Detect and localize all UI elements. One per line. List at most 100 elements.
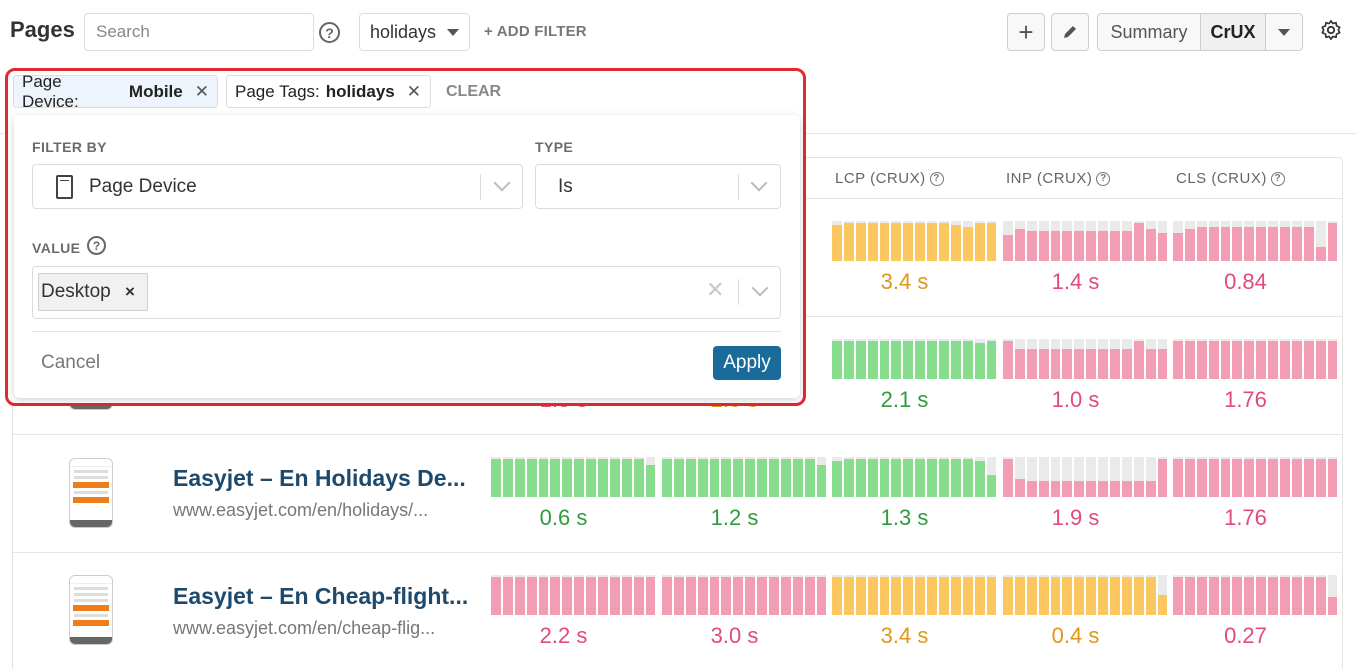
histogram-bar-fill (1244, 459, 1255, 497)
histogram-bar (621, 457, 632, 497)
histogram-bar (1074, 339, 1085, 379)
add-filter-button[interactable]: + ADD FILTER (484, 23, 587, 40)
metric-histogram (1173, 221, 1338, 261)
view-dropdown-button[interactable] (1265, 13, 1303, 51)
histogram-bar (1074, 575, 1085, 615)
histogram-bar-fill (986, 577, 997, 615)
column-header-cls[interactable]: CLS (CRUX)? (1176, 170, 1285, 187)
help-icon[interactable]: ? (1096, 171, 1111, 186)
histogram-bar-fill (939, 341, 949, 379)
histogram-bar-fill (1074, 481, 1085, 497)
histogram-bar (855, 339, 866, 379)
help-icon[interactable]: ? (87, 236, 106, 255)
histogram-bar (621, 575, 632, 615)
metric-value: 0.4 s (1051, 623, 1100, 648)
filter-by-select[interactable]: Page Device (32, 164, 523, 209)
histogram-bar-fill (1208, 341, 1219, 379)
chevron-down-icon (750, 174, 768, 192)
clear-filters-button[interactable]: CLEAR (446, 83, 502, 100)
histogram-bar-fill (526, 459, 537, 497)
clear-value-icon[interactable]: ✕ (706, 277, 725, 302)
histogram-bar (1196, 339, 1207, 379)
histogram-bar-fill (1196, 459, 1207, 497)
cancel-button[interactable]: Cancel (41, 352, 101, 373)
metric-histogram (1003, 221, 1168, 261)
histogram-bar (891, 339, 902, 379)
histogram-bar-fill (757, 577, 768, 615)
type-select[interactable]: Is (535, 164, 781, 209)
gear-icon[interactable] (1320, 19, 1342, 41)
histogram-bar-fill (986, 341, 997, 379)
histogram-bar-fill (927, 459, 938, 497)
histogram-bar (491, 575, 501, 615)
histogram-bar (843, 575, 854, 615)
histogram-bar-fill (1256, 459, 1267, 497)
histogram-bar (927, 221, 938, 261)
histogram-bar-fill (915, 223, 926, 261)
histogram-bar-fill (1173, 459, 1183, 497)
filter-chip-device[interactable]: Page Device: Mobile ✕ (13, 72, 218, 111)
help-icon[interactable]: ? (929, 171, 944, 186)
histogram-bar-fill (1074, 231, 1085, 261)
histogram-bar (1098, 575, 1109, 615)
histogram-bar-fill (832, 225, 842, 261)
close-icon[interactable]: ✕ (194, 81, 209, 101)
histogram-bar (1208, 221, 1219, 261)
histogram-bar (538, 457, 549, 497)
value-select[interactable] (32, 266, 781, 319)
histogram-bar-fill (526, 577, 537, 615)
histogram-bar (1050, 457, 1061, 497)
histogram-bar-fill (1184, 229, 1195, 261)
histogram-bar-fill (879, 459, 890, 497)
apply-button[interactable]: Apply (713, 346, 781, 380)
histogram-bar-fill (939, 459, 949, 497)
histogram-bar (986, 575, 997, 615)
crux-view-button[interactable]: CrUX (1200, 13, 1266, 51)
histogram-bar (1315, 457, 1326, 497)
histogram-bar-fill (609, 577, 620, 615)
histogram-bar (1184, 575, 1195, 615)
summary-view-button[interactable]: Summary (1097, 13, 1201, 51)
histogram-bar (1232, 457, 1243, 497)
metric-value: 2.2 s (539, 623, 588, 648)
filter-by-label: FILTER BY (32, 139, 107, 155)
metric-histogram (832, 221, 997, 261)
close-icon[interactable]: ✕ (406, 81, 421, 101)
histogram-bar-fill (891, 459, 902, 497)
histogram-bar-fill (879, 341, 890, 379)
histogram-bar (1014, 575, 1025, 615)
histogram-bar-fill (1315, 247, 1326, 261)
tag-select[interactable]: holidays (359, 13, 470, 51)
remove-value-icon[interactable]: × (125, 282, 135, 301)
histogram-bar (673, 457, 684, 497)
histogram-bar (769, 457, 779, 497)
histogram-bar (562, 575, 573, 615)
help-icon[interactable]: ? (319, 22, 340, 43)
histogram-bar (1220, 221, 1231, 261)
histogram-bar-fill (816, 577, 827, 615)
help-icon[interactable]: ? (1270, 171, 1285, 186)
histogram-bar-fill (1110, 481, 1120, 497)
metric-value: 3.4 s (880, 269, 929, 294)
filter-chip-tags[interactable]: Page Tags: holidays ✕ (226, 75, 431, 108)
histogram-bar (745, 457, 756, 497)
add-button[interactable]: + (1007, 13, 1045, 51)
histogram-bar (1086, 339, 1097, 379)
histogram-bar (1062, 457, 1073, 497)
histogram-bar (1232, 221, 1243, 261)
search-input[interactable] (84, 13, 314, 51)
histogram-bar (1110, 339, 1120, 379)
histogram-bar (1303, 221, 1314, 261)
page-name-link[interactable]: Easyjet – En Holidays De... (173, 465, 466, 491)
column-header-inp[interactable]: INP (CRUX)? (1006, 170, 1111, 187)
histogram-bar (526, 575, 537, 615)
page-name-link[interactable]: Easyjet – En Cheap-flight... (173, 583, 469, 609)
filter-chip-label: Page Device: (22, 71, 79, 111)
edit-button[interactable] (1051, 13, 1089, 51)
histogram-bar-fill (1062, 349, 1073, 379)
histogram-bar-fill (962, 227, 973, 261)
value-chip-label: Desktop (41, 281, 111, 302)
histogram-bar-fill (1157, 459, 1168, 497)
histogram-bar-fill (574, 577, 585, 615)
column-header-lcp[interactable]: LCP (CRUX)? (835, 170, 944, 187)
